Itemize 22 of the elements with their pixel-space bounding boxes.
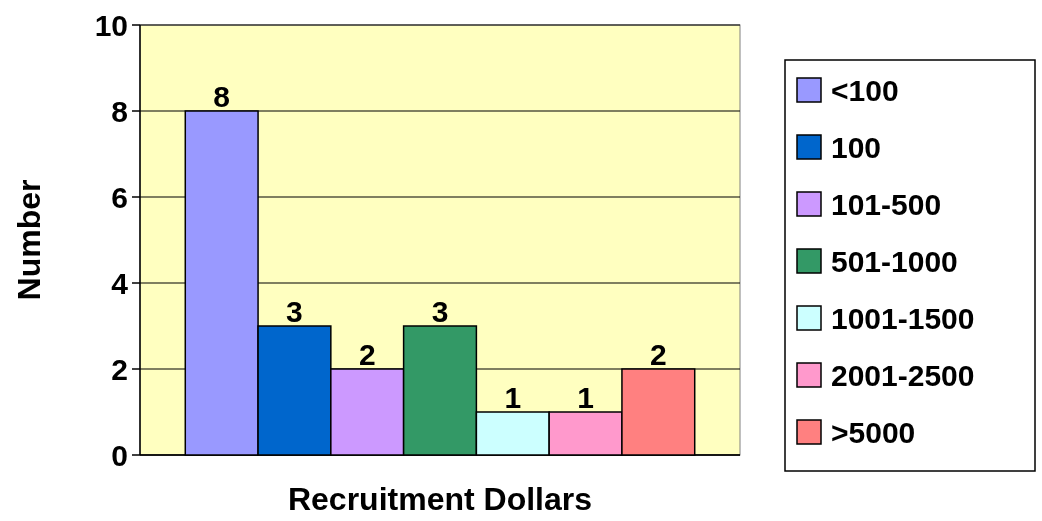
- legend-label: >5000: [831, 415, 916, 449]
- legend-label: 100: [831, 130, 882, 164]
- data-label: 3: [431, 295, 449, 328]
- x-axis-title: Recruitment Dollars: [287, 481, 593, 517]
- y-tick-label: 8: [111, 94, 128, 128]
- legend-label: 501-1000: [831, 244, 958, 278]
- y-tick-label: 0: [111, 438, 128, 472]
- y-tick-label: 4: [111, 266, 129, 300]
- data-label: 3: [286, 295, 303, 328]
- data-label: 1: [504, 381, 522, 414]
- data-label: 2: [649, 338, 667, 371]
- data-label: 8: [213, 80, 231, 113]
- legend-label: <100: [831, 73, 899, 107]
- y-axis-title: Number: [11, 179, 47, 301]
- legend-label: 2001-2500: [831, 358, 975, 392]
- y-tick-label: 10: [94, 8, 128, 42]
- y-tick-label: 2: [111, 352, 128, 386]
- legend-label: 1001-1500: [831, 301, 975, 335]
- y-tick-label: 6: [111, 180, 128, 214]
- data-label: 2: [358, 338, 376, 371]
- legend-label: 101-500: [831, 187, 942, 221]
- data-label: 1: [577, 381, 594, 414]
